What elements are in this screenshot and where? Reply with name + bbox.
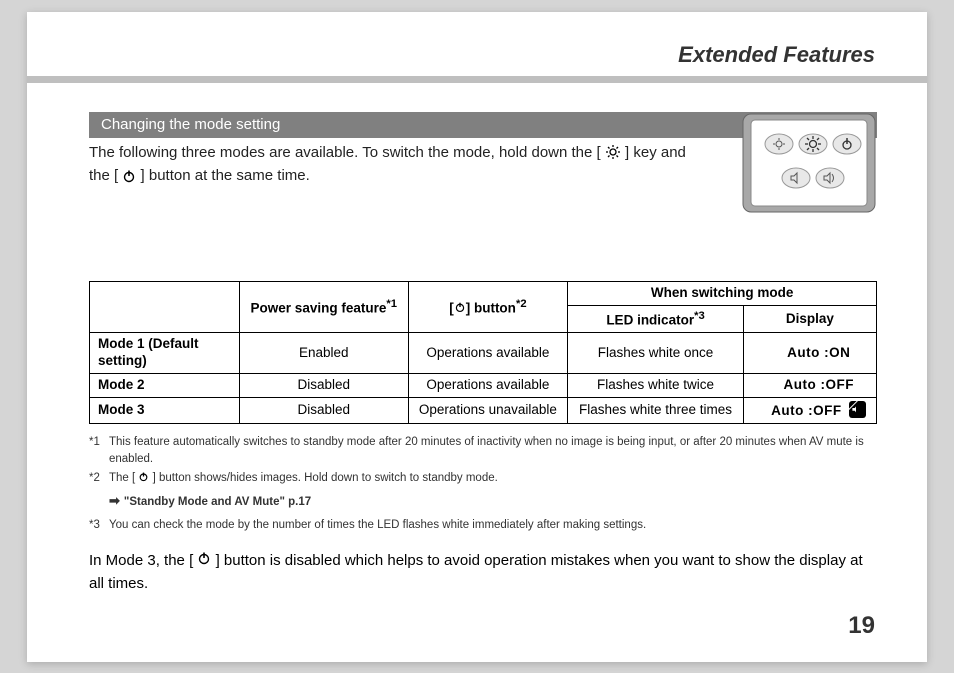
disp-state: OFF	[826, 377, 855, 392]
col-button-label: ] button	[466, 300, 516, 315]
disp-prefix: Auto :	[787, 345, 829, 360]
closing-paragraph: In Mode 3, the [ ] button is disabled wh…	[89, 550, 877, 595]
fn2-b: ] button shows/hides images. Hold down t…	[153, 472, 498, 484]
footnote-marker: *1	[89, 434, 109, 469]
moon-icon	[753, 403, 767, 417]
header-divider	[27, 76, 927, 83]
document-page: Extended Features Changing the mode sett…	[27, 12, 927, 662]
moon-icon	[769, 345, 783, 359]
cell-power: Enabled	[240, 333, 409, 374]
mute-icon	[849, 401, 866, 418]
footnote-2: *2 The [ ] button shows/hides images. Ho…	[89, 470, 877, 487]
cell-display: Auto :OFF	[743, 397, 876, 423]
footnote-marker: *2	[89, 470, 109, 487]
col-display: Display	[743, 305, 876, 332]
device-illustration	[741, 112, 877, 214]
cell-display: Auto :OFF	[743, 374, 876, 398]
cell-mode: Mode 3	[90, 397, 240, 423]
sup-2: *2	[516, 298, 527, 310]
fn2-a: The [	[109, 472, 135, 484]
cell-led: Flashes white three times	[568, 397, 744, 423]
footnote-3: *3 You can check the mode by the number …	[89, 517, 877, 534]
cell-mode: Mode 1 (Default setting)	[90, 333, 240, 374]
footnote-reference: ➡ "Standby Mode and AV Mute" p.17	[109, 491, 877, 511]
intro-text-1: The following three modes are available.…	[89, 144, 601, 161]
cell-button: Operations available	[408, 374, 568, 398]
cell-led: Flashes white twice	[568, 374, 744, 398]
col-button: [ ] button*2	[408, 282, 568, 333]
table-row: Mode 2 Disabled Operations available Fla…	[90, 374, 877, 398]
col-mode	[90, 282, 240, 333]
disp-prefix: Auto :	[771, 403, 813, 418]
footnote-text: The [ ] button shows/hides images. Hold …	[109, 470, 498, 487]
cell-button: Operations unavailable	[408, 397, 568, 423]
power-icon	[197, 551, 211, 565]
footnote-text: You can check the mode by the number of …	[109, 517, 646, 534]
footnote-marker: *3	[89, 517, 109, 534]
cell-power: Disabled	[240, 374, 409, 398]
footnote-1: *1 This feature automatically switches t…	[89, 434, 877, 469]
cell-display: Auto :ON	[743, 333, 876, 374]
cell-mode: Mode 2	[90, 374, 240, 398]
footnotes: *1 This feature automatically switches t…	[89, 434, 877, 534]
power-icon	[454, 301, 466, 313]
cell-led: Flashes white once	[568, 333, 744, 374]
col-led-label: LED indicator	[606, 312, 694, 327]
mode-table: Power saving feature*1 [ ] button*2 When…	[89, 281, 877, 424]
table-row: Mode 3 Disabled Operations unavailable F…	[90, 397, 877, 423]
disp-state: OFF	[813, 403, 842, 418]
col-led: LED indicator*3	[568, 305, 744, 332]
intro-text-3: ] button at the same time.	[141, 167, 310, 184]
disp-state: ON	[829, 345, 850, 360]
arrow-icon: ➡	[109, 493, 120, 508]
page-number: 19	[848, 612, 875, 640]
moon-icon	[766, 377, 780, 391]
intro-paragraph: The following three modes are available.…	[89, 142, 709, 187]
page-title: Extended Features	[678, 42, 875, 68]
col-power-saving-label: Power saving feature	[251, 300, 387, 315]
content-area: Changing the mode setting The following …	[27, 84, 927, 595]
table-header-row-1: Power saving feature*1 [ ] button*2 When…	[90, 282, 877, 306]
power-icon	[122, 169, 136, 183]
closing-a: In Mode 3, the [	[89, 552, 193, 569]
sup-1: *1	[386, 298, 397, 310]
cell-button: Operations available	[408, 333, 568, 374]
brightness-icon	[605, 144, 621, 160]
power-icon	[138, 471, 149, 482]
col-switching: When switching mode	[568, 282, 877, 306]
header: Extended Features	[27, 12, 927, 84]
table-row: Mode 1 (Default setting) Enabled Operati…	[90, 333, 877, 374]
disp-prefix: Auto :	[784, 377, 826, 392]
ref-text: "Standby Mode and AV Mute" p.17	[124, 496, 311, 508]
col-power-saving: Power saving feature*1	[240, 282, 409, 333]
sup-3: *3	[694, 310, 705, 322]
cell-power: Disabled	[240, 397, 409, 423]
footnote-text: This feature automatically switches to s…	[109, 434, 877, 469]
